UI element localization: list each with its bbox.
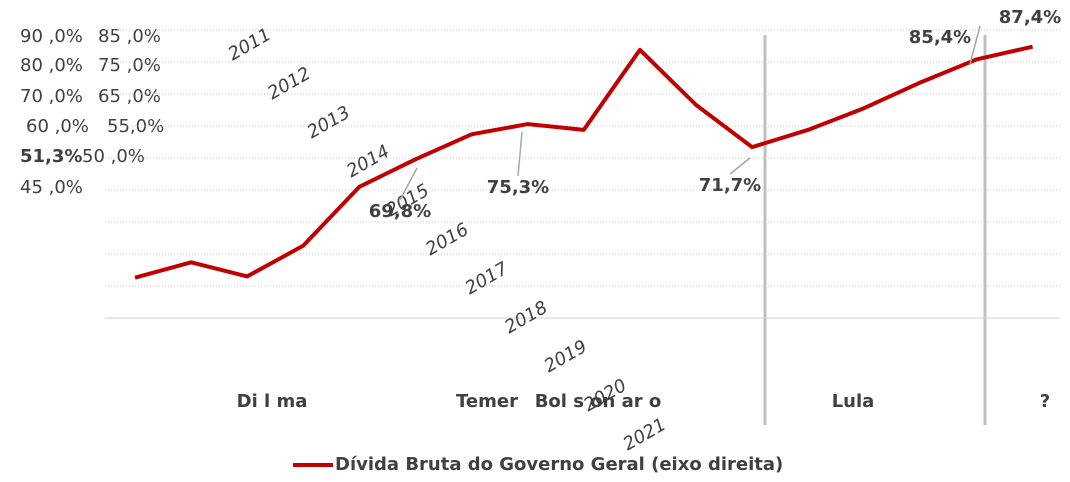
period-label: Temer <box>456 391 518 412</box>
x-tick-label: 2017 <box>462 258 513 299</box>
x-tick-label: 2018 <box>501 297 551 338</box>
data-label: 71,7% <box>699 175 761 196</box>
data-label: 69,8% <box>369 201 431 222</box>
y-tick-label: 80 ,0% <box>20 55 83 76</box>
data-line <box>134 44 1034 280</box>
y-tick-label: 50 ,0% <box>82 146 145 167</box>
y-tick-label: 75 ,0% <box>98 55 161 76</box>
y-tick-label: 65 ,0% <box>98 86 161 107</box>
x-tick-label: 2013 <box>304 102 354 143</box>
leader-line <box>517 131 523 177</box>
y-tick-label: 90 ,0% <box>20 26 83 47</box>
x-tick-label: 2021 <box>620 414 670 455</box>
y-tick-label: 45 ,0% <box>20 177 83 198</box>
x-tick-label: 2012 <box>264 63 314 104</box>
period-label: Lula <box>832 391 875 412</box>
period-label: Bol s on ar o <box>535 391 662 412</box>
y-tick-label: 70 ,0% <box>20 86 83 107</box>
y-tick-label: 85 ,0% <box>98 26 161 47</box>
data-label: 87,4% <box>999 7 1061 28</box>
data-label: 51,3% <box>20 146 82 167</box>
legend-label: Dívida Bruta do Governo Geral (eixo dire… <box>335 454 783 475</box>
period-label: Di l ma <box>237 391 308 412</box>
leader-line <box>969 25 981 65</box>
leader-line <box>399 167 418 201</box>
period-label: ? <box>1040 391 1050 412</box>
x-tick-label: 2019 <box>541 336 591 377</box>
leader-line <box>729 157 751 175</box>
y-tick-label: 60 ,0% <box>26 116 89 137</box>
data-label: 85,4% <box>909 27 971 48</box>
data-label: 75,3% <box>487 177 549 198</box>
